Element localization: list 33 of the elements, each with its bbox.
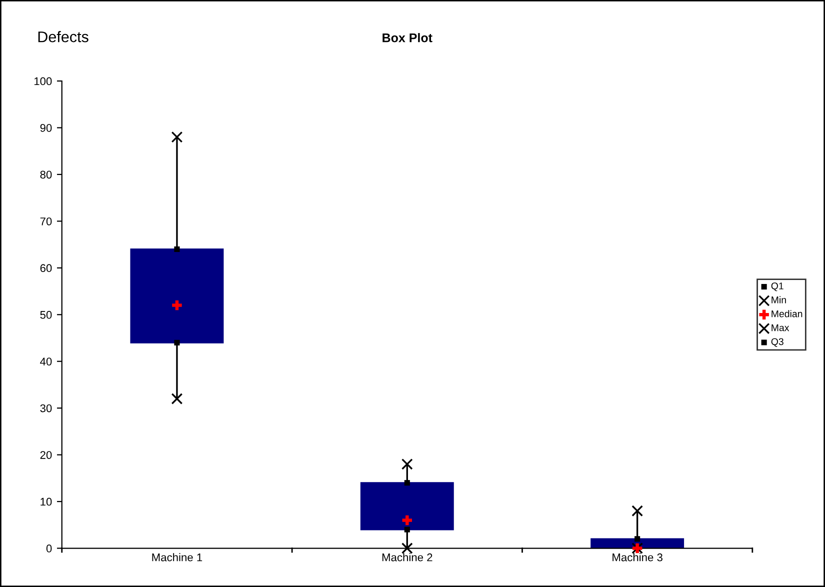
- point: [172, 300, 182, 310]
- point: [402, 515, 412, 526]
- point: [174, 340, 180, 346]
- y-tick-label: 50: [40, 310, 52, 319]
- x-tick-label: Machine 3: [612, 553, 662, 562]
- legend-label: Max: [772, 324, 790, 332]
- legend-label: Q1: [771, 282, 784, 292]
- y-axis-title: Defects: [38, 31, 88, 42]
- point: [404, 480, 410, 486]
- y-tick-label: 20: [40, 451, 52, 459]
- y-tick-label: 40: [40, 358, 52, 366]
- legend-label: Median: [772, 310, 802, 318]
- y-tick-label: 70: [40, 217, 52, 226]
- point: [171, 393, 183, 404]
- legend-label: Min: [772, 296, 786, 304]
- legend-label: Q3: [771, 338, 784, 347]
- point: [401, 458, 413, 470]
- y-tick-label: 90: [40, 124, 52, 132]
- y-tick-label: 10: [40, 498, 52, 506]
- y-tick-label: 60: [40, 264, 52, 272]
- y-tick-label: 0: [46, 544, 52, 552]
- y-tick-label: 30: [40, 404, 52, 412]
- point: [632, 505, 644, 517]
- point: [401, 542, 413, 554]
- y-tick-label: 80: [40, 170, 52, 179]
- point: [404, 526, 410, 532]
- point: [634, 536, 640, 542]
- chart-title: Box Plot: [382, 33, 432, 42]
- x-tick-label: Machine 1: [152, 553, 202, 562]
- point: [171, 131, 183, 143]
- point: [174, 246, 180, 252]
- x-tick-label: Machine 2: [382, 553, 432, 562]
- y-tick-label: 100: [34, 77, 52, 86]
